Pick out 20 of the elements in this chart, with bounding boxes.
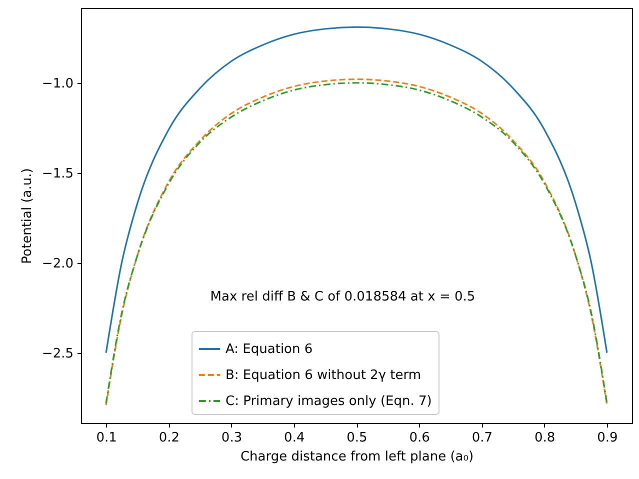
legend-label: B: Equation 6 without 2γ term [226,368,422,383]
x-axis-title: Charge distance from left plane (a₀) [240,450,474,464]
line-series [105,26,608,354]
x-tick-label: 0.1 [96,430,117,446]
x-tick-label: 0.6 [409,430,430,446]
y-axis-title: Potential (a.u.) [20,168,35,264]
x-tick-label: 0.8 [534,430,556,446]
y-tick-label: −2.5 [42,346,74,362]
x-tick-label: 0.9 [597,430,618,446]
x-tick-label: 0.2 [158,430,180,446]
y-tick-label: −1.5 [42,166,74,182]
x-tick-label: 0.7 [472,430,493,446]
x-tick-label: 0.5 [346,430,368,446]
legend-label: A: Equation 6 [226,342,313,357]
y-tick-label: −1.0 [42,76,74,92]
x-tick-label: 0.3 [221,430,242,446]
legend-label: C: Primary images only (Eqn. 7) [226,394,432,409]
x-tick-label: 0.4 [284,430,305,446]
y-tick-label: −2.0 [42,256,74,272]
annotation: Max rel diff B & C of 0.018584 at x = 0.5 [210,289,476,304]
